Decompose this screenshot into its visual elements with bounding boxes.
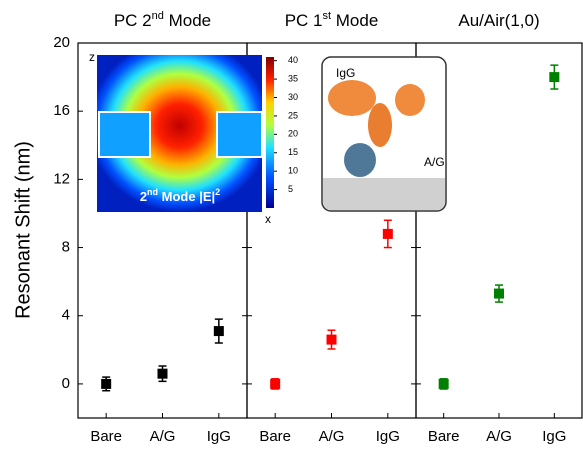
protein-inset: IgG A/G <box>322 57 446 211</box>
colorbar-label: 15 <box>288 147 298 157</box>
x-tick-label: Bare <box>259 428 291 445</box>
axis-letter: x <box>265 212 271 226</box>
title-part: Mode <box>331 11 378 30</box>
marker <box>494 289 504 299</box>
colorbar <box>266 57 274 208</box>
x-tick-label: Bare <box>428 428 460 445</box>
y-tick-label: 4 <box>62 307 70 324</box>
field-slab <box>217 112 262 157</box>
title-part: PC 2 <box>114 11 152 30</box>
x-tick-label: A/G <box>319 428 345 445</box>
igg-arm <box>395 84 425 116</box>
colorbar-label: 25 <box>288 110 298 120</box>
title-part: PC 1 <box>285 11 323 30</box>
x-tick-label: Bare <box>90 428 122 445</box>
title-part: Au/Air(1,0) <box>458 11 539 30</box>
y-tick-label: 20 <box>53 34 70 51</box>
chart: 0 4 8 12 16 20 PC 2nd Mode Bare A/G IgG PC 1st Mod… <box>0 0 583 447</box>
igg-arm <box>328 80 376 116</box>
field-slab <box>99 112 150 157</box>
title-part: st <box>322 10 331 22</box>
title-part: nd <box>152 10 164 22</box>
x-tick-label: IgG <box>207 428 231 445</box>
x-tick-label: A/G <box>150 428 176 445</box>
marker <box>383 229 393 239</box>
colorbar-label: 5 <box>288 184 293 194</box>
marker <box>158 369 168 379</box>
y-axis-label: Resonant Shift (nm) <box>12 141 34 319</box>
panel-title: Au/Air(1,0) <box>458 11 539 30</box>
igg-stem <box>368 103 392 147</box>
colorbar-label: 10 <box>288 166 298 176</box>
protein-label: IgG <box>336 66 355 80</box>
marker <box>439 379 449 389</box>
protein-label: A/G <box>424 155 445 169</box>
x-tick-label: IgG <box>376 428 400 445</box>
marker <box>214 326 224 336</box>
colorbar-label: 20 <box>288 129 298 139</box>
marker <box>549 72 559 82</box>
marker <box>327 335 337 345</box>
y-tick-label: 12 <box>53 170 70 187</box>
colorbar-label: 35 <box>288 73 298 83</box>
colorbar-label: 40 <box>288 55 298 65</box>
axis-letter: z <box>89 50 95 64</box>
marker <box>270 379 280 389</box>
panel-title: PC 2nd Mode <box>114 10 211 31</box>
title-part: Mode <box>164 11 211 30</box>
ag-protein <box>344 143 376 177</box>
y-tick-label: 0 <box>62 375 70 392</box>
y-tick-label: 16 <box>53 102 70 119</box>
x-tick-label: A/G <box>486 428 512 445</box>
panel-title: PC 1st Mode <box>285 10 379 31</box>
marker <box>101 379 111 389</box>
x-tick-label: IgG <box>542 428 566 445</box>
colorbar-label: 30 <box>288 92 298 102</box>
surface <box>323 178 445 210</box>
y-tick-label: 8 <box>62 239 70 256</box>
